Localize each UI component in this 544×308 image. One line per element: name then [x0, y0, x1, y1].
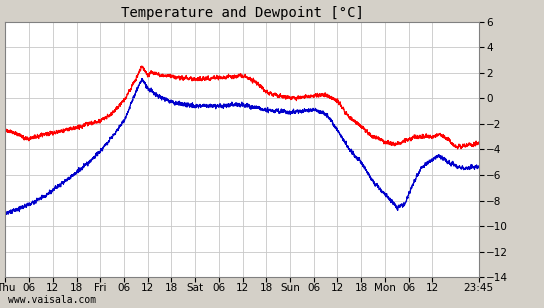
Text: www.vaisala.com: www.vaisala.com [8, 295, 96, 305]
Title: Temperature and Dewpoint [°C]: Temperature and Dewpoint [°C] [121, 6, 363, 20]
